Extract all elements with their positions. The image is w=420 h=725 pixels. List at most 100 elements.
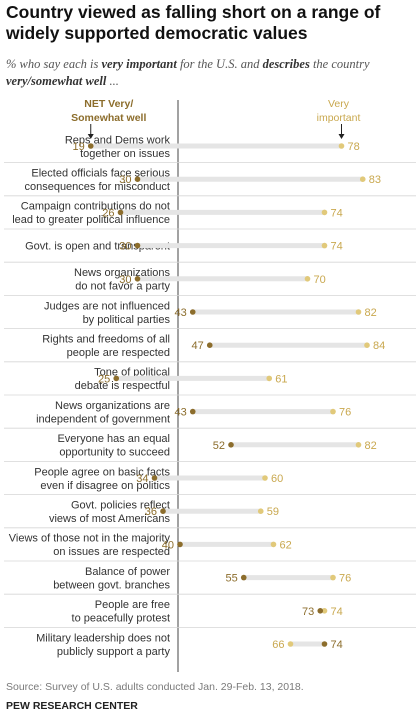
category-label: Elected officials face serious xyxy=(31,167,170,179)
value-label-very: 66 xyxy=(272,639,284,651)
value-label-very: 60 xyxy=(271,473,283,485)
category-label: publicly support a party xyxy=(57,646,171,658)
dot-very-important xyxy=(257,508,264,514)
value-label-very: 74 xyxy=(331,241,343,253)
dot-very-important xyxy=(330,574,336,581)
value-label-net: 34 xyxy=(136,473,148,485)
dot-net-describes xyxy=(228,442,234,448)
legend-very-label: important xyxy=(317,112,361,124)
category-label: News organizations xyxy=(74,267,170,279)
value-label-net: 43 xyxy=(175,307,187,319)
value-label-net: 19 xyxy=(73,141,85,153)
value-label-very: 76 xyxy=(339,573,351,585)
category-label: views of most Americans xyxy=(49,513,171,525)
subtitle-text-2: for the U.S. and xyxy=(176,57,263,71)
category-label: together on issues xyxy=(80,148,170,160)
dot-very-important xyxy=(330,408,336,415)
legend-net-arrowhead xyxy=(87,134,94,139)
value-label-very: 74 xyxy=(331,606,343,618)
dot-very-important xyxy=(355,442,362,448)
category-label: to peacefully protest xyxy=(72,613,170,625)
category-label: Judges are not influenced xyxy=(44,300,170,312)
value-label-net: 40 xyxy=(162,539,174,551)
dot-net-describes xyxy=(87,143,94,149)
category-label: Balance of power xyxy=(85,566,170,578)
value-label-net: 55 xyxy=(226,573,238,585)
value-label-net: 47 xyxy=(192,340,204,352)
legend-net-label: NET Very/ xyxy=(84,98,133,110)
value-label-net: 43 xyxy=(175,407,187,419)
category-label: Military leadership does not xyxy=(36,632,170,644)
category-label: consequences for misconduct xyxy=(24,181,170,193)
dot-very-important xyxy=(304,276,311,282)
category-label: even if disagree on politics xyxy=(40,480,170,492)
category-label: debate is respectful xyxy=(75,380,170,392)
legend-net-label: Somewhat well xyxy=(71,112,146,124)
value-label-very: 70 xyxy=(314,274,326,286)
category-label: Campaign contributions do not xyxy=(21,201,170,213)
subtitle-bold-1: very important xyxy=(101,57,177,71)
category-label: do not favor a party xyxy=(75,281,170,293)
category-label: Govt. is open and transparent xyxy=(25,241,170,253)
value-label-very: 76 xyxy=(339,407,351,419)
value-label-very: 82 xyxy=(365,307,377,319)
source-note: Source: Survey of U.S. adults conducted … xyxy=(6,681,304,693)
category-label: Everyone has an equal xyxy=(57,433,170,445)
dot-very-important xyxy=(338,143,345,149)
category-label: by political parties xyxy=(83,314,171,326)
dot-very-important xyxy=(355,309,362,315)
chart-subtitle: % who say each is very important for the… xyxy=(6,56,414,90)
category-label: Rights and freedoms of all xyxy=(42,333,170,345)
value-label-net: 30 xyxy=(119,241,131,253)
value-label-very: 78 xyxy=(348,141,360,153)
category-label: Views of those not in the majority xyxy=(9,533,171,545)
dot-net-describes xyxy=(134,276,141,282)
chart-title: Country viewed as falling short on a ran… xyxy=(6,2,381,43)
category-label: News organizations are xyxy=(55,400,170,412)
category-label: people are respected xyxy=(67,347,170,359)
dot-very-important xyxy=(270,541,277,548)
dot-very-important xyxy=(321,242,328,249)
dot-net-describes xyxy=(134,176,141,182)
value-label-net: 25 xyxy=(98,373,110,385)
value-label-very: 83 xyxy=(369,174,381,186)
legend-very-arrowhead xyxy=(338,134,345,139)
category-label: opportunity to succeed xyxy=(59,447,170,459)
subtitle-bold-2: describes xyxy=(262,57,310,71)
value-label-net: 52 xyxy=(213,440,225,452)
dot-very-important xyxy=(266,375,273,382)
category-label: between govt. branches xyxy=(53,579,170,591)
dot-net-describes xyxy=(160,508,166,514)
dot-very-important xyxy=(287,641,294,647)
credit-line: PEW RESEARCH CENTER xyxy=(6,700,138,712)
value-label-very: 74 xyxy=(331,207,343,219)
subtitle-text-4: ... xyxy=(106,74,119,88)
value-label-net: 26 xyxy=(102,207,114,219)
category-label: Govt. policies reflect xyxy=(71,499,170,511)
value-label-net: 36 xyxy=(145,506,157,518)
value-label-very: 84 xyxy=(373,340,385,352)
value-label-net: 30 xyxy=(119,274,131,286)
category-label: lead to greater political influence xyxy=(12,214,170,226)
subtitle-text-1: % who say each is xyxy=(6,57,102,71)
dot-net-describes xyxy=(177,541,183,548)
dot-net-describes xyxy=(317,608,324,614)
value-label-very: 82 xyxy=(365,440,377,452)
subtitle-text-3: the country xyxy=(309,57,370,71)
dot-net-describes xyxy=(113,375,120,382)
dot-net-describes xyxy=(189,309,196,315)
value-label-very: 62 xyxy=(280,539,292,551)
dot-net-describes xyxy=(206,342,213,349)
value-label-very: 61 xyxy=(275,373,287,385)
dot-very-important xyxy=(321,608,328,614)
dot-net-describes xyxy=(189,408,196,415)
dot-very-important xyxy=(321,209,328,216)
dot-net-describes xyxy=(321,641,328,647)
dot-net-describes xyxy=(151,475,158,481)
dot-very-important xyxy=(359,176,366,182)
dot-very-important xyxy=(262,475,268,481)
category-label: People are free xyxy=(95,599,170,611)
subtitle-bold-3: very/somewhat well xyxy=(6,74,107,88)
value-label-net: 74 xyxy=(331,639,343,651)
